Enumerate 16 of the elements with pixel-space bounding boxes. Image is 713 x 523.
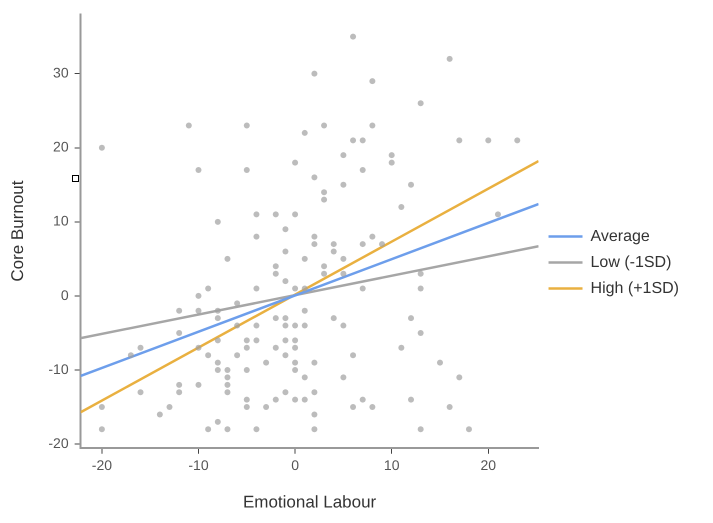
y-tick-label: -10 bbox=[48, 360, 69, 377]
x-tick-label: -10 bbox=[188, 457, 209, 474]
legend-label: Low (-1SD) bbox=[590, 254, 672, 271]
x-tick-label: -20 bbox=[92, 457, 112, 474]
legend-label: High (+1SD) bbox=[590, 280, 680, 297]
x-tick-label: 10 bbox=[384, 457, 400, 474]
y-tick-label: 20 bbox=[53, 138, 69, 155]
x-axis-title: Emotional Labour bbox=[242, 492, 377, 512]
y-tick-label: -20 bbox=[48, 434, 69, 451]
y-tick-label: 0 bbox=[60, 286, 69, 303]
y-tick-label: 10 bbox=[53, 212, 69, 229]
legend-label: Average bbox=[590, 228, 650, 245]
x-tick-label: 0 bbox=[291, 457, 300, 474]
y-axis-title: Core Burnout bbox=[8, 180, 27, 282]
y-tick-label: 30 bbox=[53, 64, 69, 81]
x-tick-label: 20 bbox=[480, 457, 496, 474]
